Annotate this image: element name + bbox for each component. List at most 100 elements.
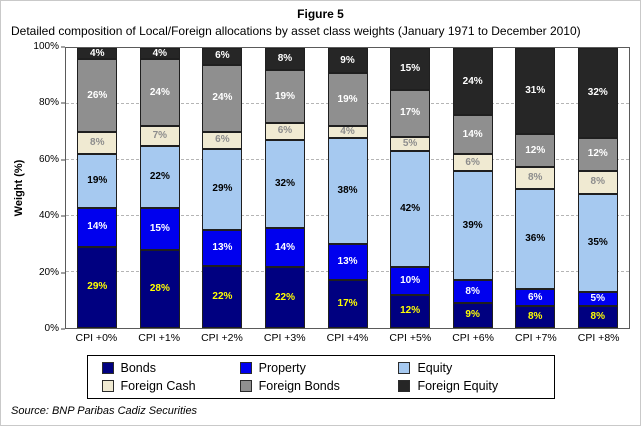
bar-segment: 8% bbox=[515, 167, 556, 190]
bar-segment: 26% bbox=[77, 59, 118, 133]
bar-segment: 36% bbox=[515, 189, 556, 290]
bar-segment: 12% bbox=[390, 294, 431, 328]
bar-segment: 19% bbox=[264, 70, 305, 123]
legend-swatch bbox=[398, 380, 411, 392]
legend-swatch bbox=[239, 362, 252, 374]
x-tick-label: CPI +8% bbox=[577, 332, 620, 344]
legend-swatch bbox=[398, 362, 411, 374]
segment-label: 8% bbox=[527, 310, 543, 322]
bar-segment: 8% bbox=[515, 305, 556, 328]
segment-label: 35% bbox=[587, 236, 608, 248]
segment-label: 14% bbox=[462, 128, 483, 140]
bar-segment: 22% bbox=[264, 267, 305, 328]
segment-label: 29% bbox=[212, 183, 233, 195]
segment-label: 5% bbox=[402, 137, 418, 149]
y-tick-label: 20% bbox=[38, 266, 59, 278]
segment-label: 39% bbox=[462, 219, 483, 231]
x-tick-label: CPI +7% bbox=[514, 332, 557, 344]
bar-segment: 8% bbox=[264, 48, 305, 71]
segment-label: 10% bbox=[400, 274, 421, 286]
segment-label: 8% bbox=[277, 53, 293, 65]
bar-segment: 17% bbox=[390, 89, 431, 137]
bar-segment: 12% bbox=[577, 137, 618, 172]
bar-column: 9% 8% 39% 6% 14% 24% bbox=[441, 48, 504, 328]
y-tick-mark bbox=[61, 46, 65, 48]
bar-segment: 39% bbox=[452, 171, 493, 281]
bar-segment: 9% bbox=[452, 302, 493, 328]
bar-column: 29% 14% 19% 8% 26% 4% bbox=[66, 48, 129, 328]
segment-label: 19% bbox=[87, 175, 108, 187]
segment-label: 24% bbox=[212, 92, 233, 104]
segment-label: 19% bbox=[274, 90, 295, 102]
bar-segment: 15% bbox=[139, 207, 180, 250]
bar-segment: 31% bbox=[515, 48, 556, 134]
legend-label: Property bbox=[258, 361, 306, 375]
bar-segment: 6% bbox=[264, 122, 305, 140]
bar-segment: 6% bbox=[202, 48, 243, 65]
segment-label: 14% bbox=[274, 241, 295, 253]
bar-segment: 15% bbox=[390, 48, 431, 90]
y-tick-mark bbox=[61, 272, 65, 274]
bar-segment: 6% bbox=[202, 132, 243, 149]
x-tick-label: CPI +6% bbox=[452, 332, 494, 344]
stacked-bar: 8% 6% 36% 8% 12% 31% bbox=[515, 48, 556, 328]
legend-label: Foreign Cash bbox=[120, 379, 196, 393]
y-tick-mark bbox=[61, 328, 65, 330]
segment-label: 12% bbox=[400, 305, 421, 317]
bar-column: 22% 14% 32% 6% 19% 8% bbox=[254, 48, 317, 328]
y-tick-mark bbox=[61, 159, 65, 161]
bar-column: 12% 10% 42% 5% 17% 15% bbox=[379, 48, 442, 328]
stacked-bar: 22% 13% 29% 6% 24% 6% bbox=[202, 48, 243, 328]
legend-swatch bbox=[101, 362, 114, 374]
segment-label: 24% bbox=[149, 86, 170, 98]
segment-label: 12% bbox=[525, 144, 546, 156]
legend-label: Equity bbox=[417, 361, 453, 375]
bar-column: 22% 13% 29% 6% 24% 6% bbox=[191, 48, 254, 328]
segment-label: 29% bbox=[87, 281, 108, 293]
bar-segment: 13% bbox=[202, 230, 243, 267]
stacked-bar: 12% 10% 42% 5% 17% 15% bbox=[390, 48, 431, 328]
segment-label: 42% bbox=[400, 202, 421, 214]
bar-segment: 10% bbox=[390, 267, 431, 295]
y-axis-title-column: Weight (%) bbox=[11, 47, 27, 329]
bar-segment: 19% bbox=[327, 73, 368, 127]
bar-column: 28% 15% 22% 7% 24% 4% bbox=[129, 48, 192, 328]
y-tick-label: 40% bbox=[38, 210, 59, 222]
bar-segment: 19% bbox=[77, 154, 118, 208]
bar-segment: 8% bbox=[452, 280, 493, 303]
bar-segment: 8% bbox=[577, 305, 618, 328]
legend-label: Bonds bbox=[120, 361, 156, 375]
legend-swatch bbox=[101, 380, 114, 392]
bar-segment: 4% bbox=[139, 48, 180, 60]
plot-area: 29% 14% 19% 8% 26% 4% 28% 15% 22% 7% 24% 4% 22% 13% 29… bbox=[65, 47, 630, 329]
bar-segment: 9% bbox=[327, 48, 368, 74]
legend-item: Foreign Equity bbox=[398, 379, 543, 393]
stacked-bar: 17% 13% 38% 4% 19% 9% bbox=[327, 48, 368, 328]
bar-segment: 17% bbox=[327, 280, 368, 328]
segment-label: 8% bbox=[90, 137, 105, 149]
segment-label: 36% bbox=[525, 233, 546, 245]
legend-item: Foreign Bonds bbox=[239, 379, 399, 393]
segment-label: 15% bbox=[149, 222, 170, 234]
stacked-bar: 8% 5% 35% 8% 12% 32% bbox=[577, 48, 618, 328]
bar-segment: 4% bbox=[327, 126, 368, 138]
bar-segment: 24% bbox=[452, 48, 493, 116]
bar-segment: 8% bbox=[77, 132, 118, 155]
x-tick-label: CPI +0% bbox=[75, 332, 118, 344]
source-note: Source: BNP Paribas Cadiz Securities bbox=[11, 405, 198, 417]
bar-segment: 12% bbox=[515, 133, 556, 168]
legend-item: Equity bbox=[398, 361, 543, 375]
segment-label: 8% bbox=[590, 310, 605, 322]
bar-segment: 28% bbox=[139, 249, 180, 328]
bar-segment: 7% bbox=[139, 126, 180, 147]
segment-label: 4% bbox=[340, 126, 355, 138]
bar-segment: 5% bbox=[577, 291, 618, 306]
segment-label: 7% bbox=[152, 130, 168, 142]
segment-label: 8% bbox=[465, 285, 480, 297]
segment-label: 22% bbox=[149, 170, 170, 182]
bar-segment: 22% bbox=[139, 146, 180, 208]
chart-area: Weight (%) 0% 20% 40% 60% 80% 100% 29% 14% 19% 8… bbox=[11, 42, 630, 334]
segment-label: 19% bbox=[337, 93, 358, 105]
bar-segment: 24% bbox=[202, 64, 243, 133]
bar-segment: 22% bbox=[202, 266, 243, 328]
